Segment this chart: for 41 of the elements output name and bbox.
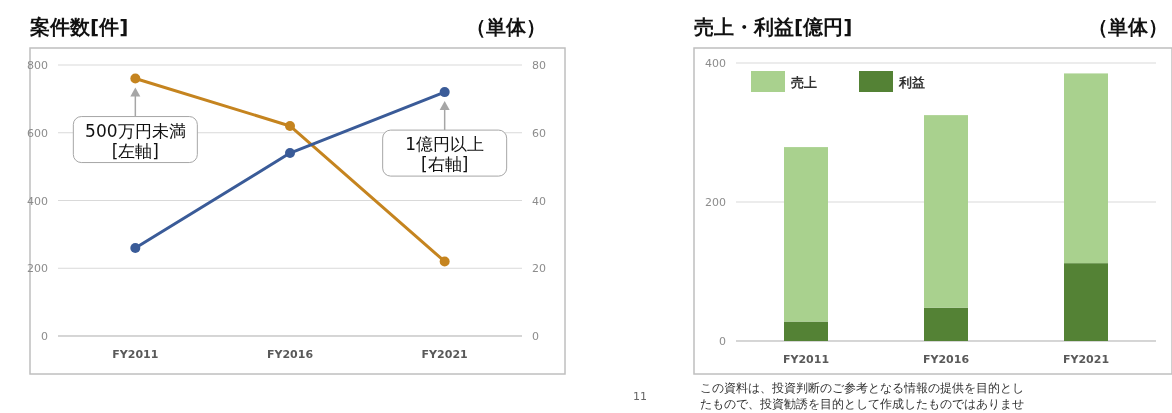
x-tick-label: FY2011 [112,348,159,361]
point [285,120,295,131]
x-tick-label: FY2021 [1062,353,1110,366]
bar [924,115,968,308]
x-tick-label: FY2016 [266,348,314,361]
y2-tick-label: 60 [532,126,546,140]
text: 11 [633,390,647,403]
bar [784,321,828,341]
chart-subtitle: （単体） [1088,15,1168,39]
y2-tick-label: 40 [532,194,546,208]
bar [784,147,828,322]
chart-title: 売上・利益[億円] [694,15,853,39]
chart-title: 案件数[件] [29,15,129,39]
y2-tick-label: 80 [532,59,546,72]
legend-label: 売上 [791,75,817,90]
bar [924,307,968,341]
legend-label: 利益 [898,75,925,90]
y-tick-label: 800 [27,59,48,72]
y-tick-label: 600 [27,126,48,140]
x-tick-label: FY2016 [922,353,970,366]
y-tick-label: 200 [705,196,726,209]
y-tick-label: 0 [41,330,48,343]
y-tick-label: 400 [705,57,726,70]
y-tick-label: 200 [27,262,48,276]
y2-tick-label: 20 [532,262,546,276]
bar [1064,73,1108,264]
y-tick-label: 0 [719,335,726,348]
point [130,242,141,253]
series-label: 1億円以上 [右軸] [405,134,485,175]
text: この資料は、投資判断のご参考となる情報の提供を目的としたもので、投資勧誘を目的として作成したものではありませ [700,381,1024,411]
chart-subtitle: （単体） [466,15,546,39]
point [439,87,450,98]
series-label: 500万円未満 [左軸] [85,120,186,161]
y2-tick-label: 0 [532,330,539,343]
y-tick-label: 400 [27,194,48,208]
x-tick-label: FY2021 [421,348,468,361]
bar [1064,263,1108,341]
point [285,148,295,159]
x-tick-label: FY2011 [782,353,830,366]
point [439,256,450,267]
point [130,73,141,84]
